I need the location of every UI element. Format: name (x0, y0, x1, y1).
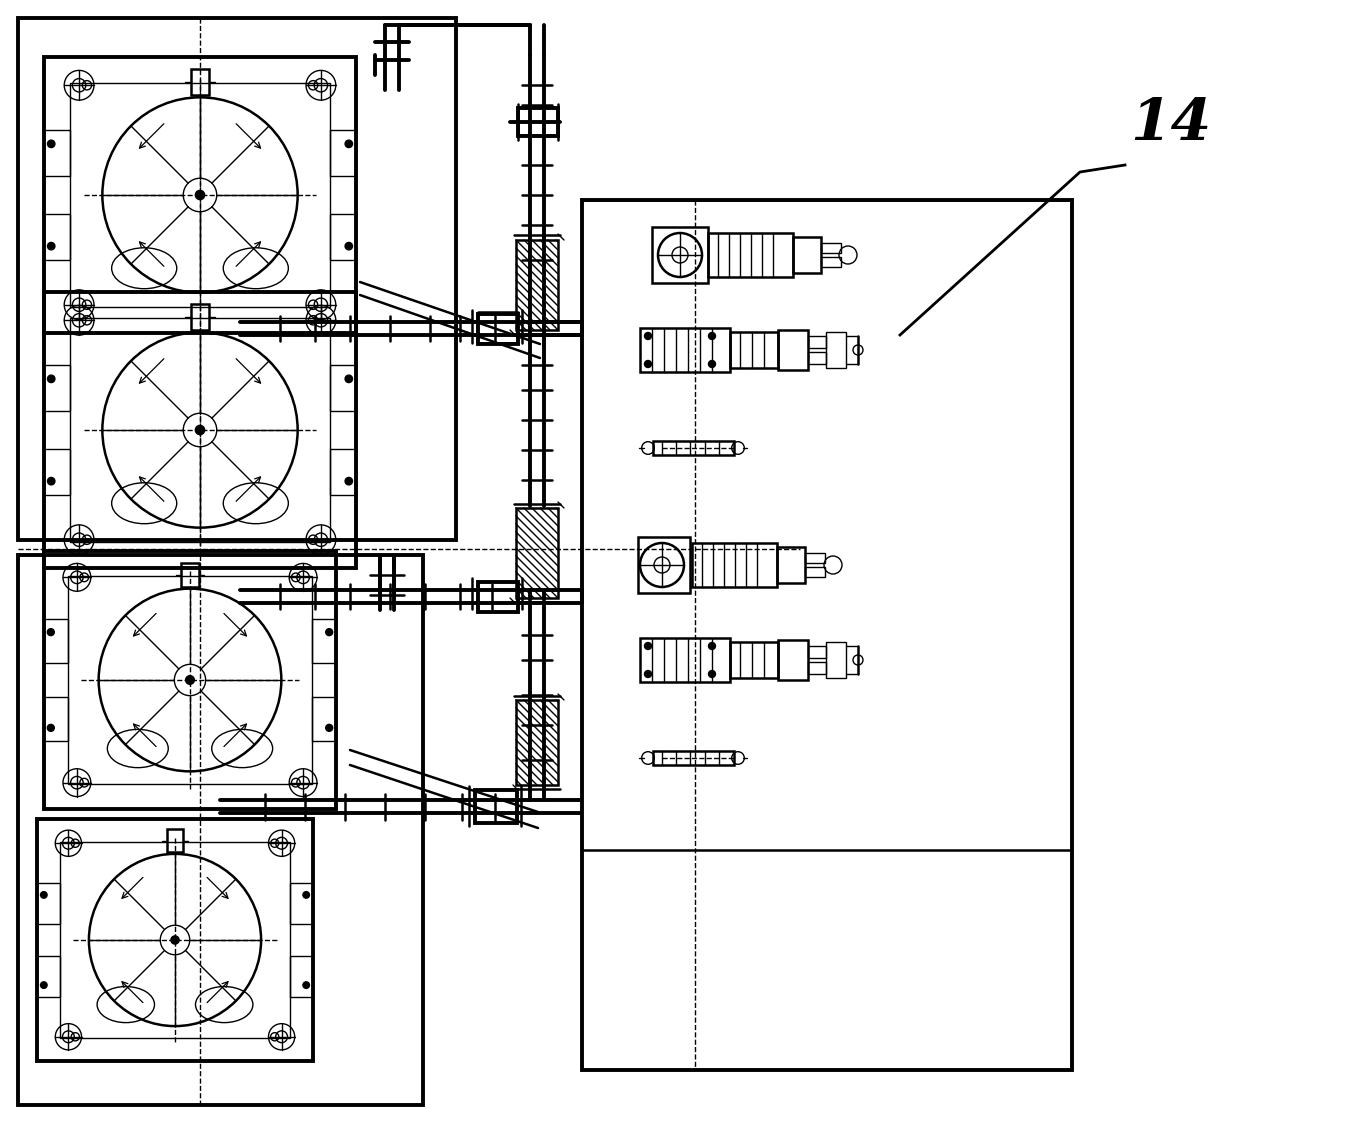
Bar (191, 70, 209, 96)
Bar (808, 646, 826, 658)
Circle shape (645, 670, 651, 678)
Bar (61, 841, 289, 1038)
Bar (653, 440, 734, 455)
Circle shape (171, 936, 179, 944)
Bar (778, 640, 808, 680)
Bar (17, 18, 456, 540)
Bar (730, 332, 778, 368)
Bar (38, 956, 61, 998)
Text: 14: 14 (1131, 96, 1211, 152)
Bar (639, 638, 730, 682)
Circle shape (645, 332, 651, 340)
Bar (581, 200, 1071, 1070)
Circle shape (345, 375, 353, 383)
Circle shape (708, 332, 716, 340)
Bar (44, 619, 69, 662)
Bar (44, 697, 69, 741)
Bar (777, 547, 805, 583)
Bar (17, 555, 423, 1105)
Circle shape (40, 892, 47, 899)
Bar (182, 563, 199, 587)
Circle shape (195, 190, 205, 199)
Circle shape (645, 643, 651, 650)
Circle shape (303, 982, 310, 989)
Bar (44, 552, 336, 808)
Circle shape (708, 360, 716, 367)
Bar (330, 365, 357, 411)
Circle shape (47, 375, 55, 383)
Bar (805, 568, 825, 577)
Bar (651, 227, 708, 283)
Bar (516, 508, 559, 598)
Bar (516, 240, 559, 330)
Bar (808, 662, 826, 674)
Bar (516, 700, 559, 785)
Bar (638, 537, 690, 593)
Circle shape (195, 426, 205, 435)
Circle shape (326, 628, 332, 636)
Bar (330, 448, 357, 495)
Bar (167, 830, 183, 852)
Bar (69, 575, 312, 785)
Bar (653, 751, 734, 766)
Bar (639, 328, 730, 372)
Bar (44, 365, 70, 411)
Bar (330, 129, 357, 177)
Bar (475, 790, 517, 823)
Circle shape (345, 242, 353, 250)
Circle shape (708, 643, 716, 650)
Bar (312, 697, 336, 741)
Bar (808, 352, 826, 364)
Circle shape (186, 676, 194, 685)
Circle shape (645, 360, 651, 367)
Bar (289, 956, 312, 998)
Circle shape (47, 242, 55, 250)
Bar (518, 108, 559, 136)
Bar (821, 257, 841, 267)
Bar (44, 57, 357, 332)
Bar (478, 314, 518, 345)
Bar (826, 332, 847, 368)
Bar (330, 214, 357, 260)
Bar (478, 582, 518, 613)
Bar (808, 336, 826, 348)
Bar (312, 619, 336, 662)
Circle shape (345, 477, 353, 485)
Bar (289, 883, 312, 923)
Bar (191, 304, 209, 331)
Bar (44, 214, 70, 260)
Circle shape (303, 892, 310, 899)
Circle shape (47, 724, 54, 731)
Bar (805, 553, 825, 563)
Bar (38, 883, 61, 923)
Bar (778, 330, 808, 370)
Bar (730, 642, 778, 678)
Bar (826, 642, 847, 678)
Bar (44, 129, 70, 177)
Bar (692, 543, 777, 587)
Bar (821, 243, 841, 253)
Bar (44, 293, 357, 568)
Bar (708, 233, 793, 277)
Circle shape (326, 724, 332, 731)
Bar (70, 83, 330, 306)
Circle shape (40, 982, 47, 989)
Bar (44, 448, 70, 495)
Circle shape (47, 628, 54, 636)
Circle shape (708, 670, 716, 678)
Bar (38, 819, 312, 1062)
Bar (793, 236, 821, 272)
Circle shape (47, 140, 55, 148)
Circle shape (345, 140, 353, 148)
Circle shape (47, 477, 55, 485)
Bar (70, 319, 330, 542)
